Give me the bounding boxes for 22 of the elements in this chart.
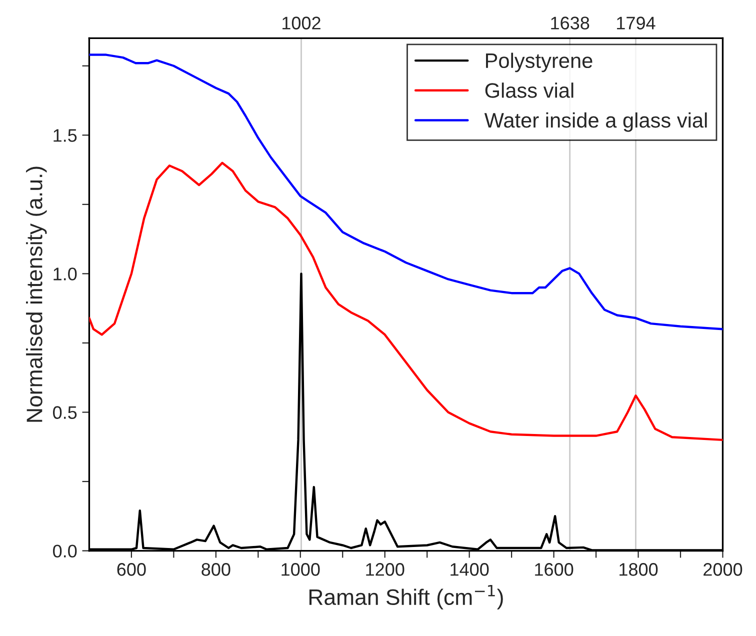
x-tick-label: 1000 [282,563,320,576]
x-tick-label: 1800 [620,563,658,576]
legend-label: Glass vial [485,82,574,98]
legend-label: Polystyrene [486,52,592,72]
line-series [89,54,723,330]
x-tick-label: 2000 [704,563,742,576]
x-tick-label: 1200 [366,563,404,576]
x-tick-label: 600 [117,563,146,576]
ref-line-label: 1638 [551,16,590,30]
y-tick-label: 1.0 [54,268,77,280]
y-tick-label: 0.5 [53,406,77,419]
ref-line-label: 1794 [617,16,656,30]
line-series [89,162,723,442]
y-tick-label: 0.0 [53,544,77,558]
y-tick-label: 1.5 [54,129,77,142]
y-axis-title: Normalised intensity (a.u.) [26,166,47,422]
ref-line-label: 1002 [282,16,320,30]
x-tick-label: 800 [202,563,230,576]
x-axis-title: Raman Shift (cm$^{−1}$) [309,584,503,610]
x-tick-label: 1400 [450,563,489,576]
x-tick-label: 1600 [535,563,574,576]
legend-label: Water inside a glass vial [484,112,707,132]
